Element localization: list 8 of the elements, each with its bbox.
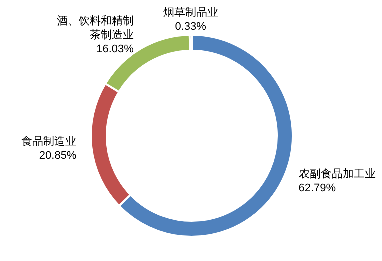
data-label: 20.85% — [39, 150, 77, 162]
slice-label: 农副食品加工业 — [298, 167, 376, 180]
slice-label: 烟草制品业 — [163, 6, 218, 20]
data-label: 0.33% — [175, 21, 207, 34]
data-label: 16.03% — [96, 44, 134, 56]
slice-label: 酒、饮料和精制茶制造业 — [56, 14, 134, 42]
slice-label: 食品制造业 — [22, 134, 77, 148]
data-label: 62.79% — [298, 182, 336, 194]
